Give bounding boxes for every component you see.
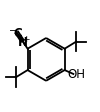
Text: −: −: [9, 26, 17, 36]
Text: +: +: [22, 35, 30, 44]
Text: C: C: [13, 27, 22, 39]
Text: OH: OH: [68, 68, 86, 81]
Text: N: N: [18, 36, 28, 48]
